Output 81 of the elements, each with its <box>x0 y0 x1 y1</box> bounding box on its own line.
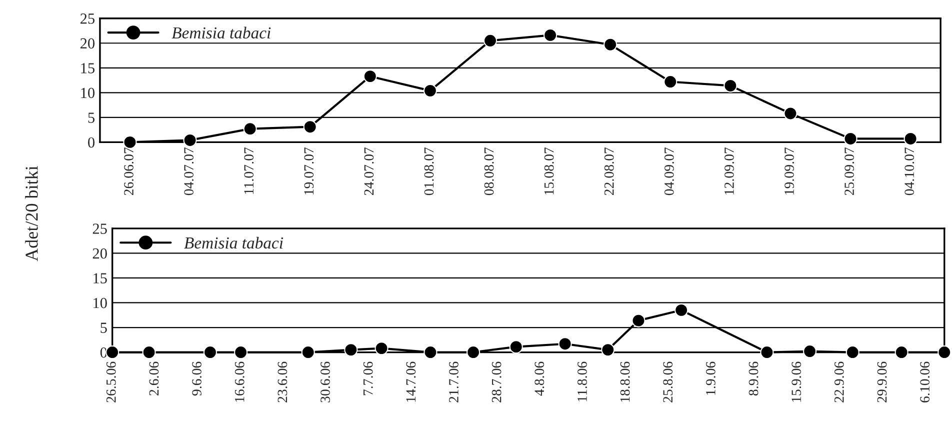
x-tick-label: 08.08.07 <box>484 147 494 196</box>
point <box>844 132 858 146</box>
y-tick-label: 15 <box>81 63 94 74</box>
y-tick-label: 10 <box>81 88 95 98</box>
y-axis-title: Adet/20 bitki <box>25 166 38 262</box>
point <box>632 314 646 328</box>
point <box>234 346 248 360</box>
x-tick-label: 1.9.06 <box>706 362 716 395</box>
point <box>846 346 860 360</box>
point <box>784 106 798 120</box>
point <box>604 38 618 52</box>
x-tick-label: 19.07.07 <box>304 147 314 194</box>
x-tick-label: 11.07.07 <box>244 147 254 194</box>
point <box>363 70 377 84</box>
point <box>894 346 908 360</box>
y-tick-label: 0 <box>88 137 95 148</box>
point <box>724 78 738 92</box>
x-tick-label: 26.5.06 <box>106 362 116 402</box>
x-tick-label: 04.10.07 <box>904 147 914 196</box>
y-tick-label: 5 <box>88 112 94 123</box>
y-tick-label: 15 <box>94 273 107 284</box>
point <box>483 34 498 48</box>
y-tick-label: 25 <box>80 14 94 24</box>
x-tick-label: 30.6.06 <box>320 362 330 402</box>
point <box>760 346 774 360</box>
x-tick-label: 19.09.07 <box>784 147 794 194</box>
x-tick-label: 11.8.06 <box>578 362 587 402</box>
x-tick-label: 26.06.07 <box>124 147 134 196</box>
point <box>423 84 437 98</box>
x-tick-label: 01.08.07 <box>424 147 434 196</box>
point <box>243 122 257 136</box>
x-tick-label: 9.6.06 <box>192 362 202 396</box>
point <box>674 303 688 317</box>
x-tick-label: 04.07.07 <box>184 147 194 196</box>
x-tick-label: 6.10.06 <box>920 362 930 402</box>
point <box>558 337 572 351</box>
point <box>803 344 817 358</box>
x-tick-label: 28.7.06 <box>492 362 502 402</box>
x-tick-label: 29.9.06 <box>877 362 887 402</box>
x-tick-label: 12.09.07 <box>724 147 734 194</box>
point <box>466 346 480 360</box>
point <box>544 28 558 42</box>
point <box>303 120 317 134</box>
x-tick-label: 15.08.07 <box>544 147 554 194</box>
y-tick-label: 5 <box>100 322 107 333</box>
x-tick-label: 15.9.06 <box>792 362 802 402</box>
x-tick-label: 24.07.07 <box>364 147 374 196</box>
x-tick-label: 25.8.06 <box>663 362 673 402</box>
x-tick-label: 18.8.06 <box>620 362 630 402</box>
point <box>183 133 197 147</box>
x-tick-label: 2.6.06 <box>149 362 159 396</box>
y-tick-label: 10 <box>94 298 107 308</box>
x-tick-label: 25.09.07 <box>844 147 854 196</box>
x-tick-label: 16.6.06 <box>234 362 244 402</box>
point <box>142 346 156 360</box>
legend-label: Bemisia tabaci <box>172 26 271 39</box>
y-tick-label: 25 <box>92 224 107 234</box>
y-tick-label: 20 <box>92 248 107 259</box>
point <box>123 135 137 149</box>
point <box>509 340 523 354</box>
point <box>904 132 918 146</box>
x-tick-label: 21.7.06 <box>449 362 458 402</box>
y-tick-label: 20 <box>80 38 95 49</box>
x-tick-label: 4.8.06 <box>534 362 544 396</box>
x-tick-label: 04.09.07 <box>664 147 674 196</box>
legend-label: Bemisia tabaci <box>184 236 284 249</box>
point <box>601 343 615 357</box>
point <box>424 346 438 360</box>
point <box>203 346 217 360</box>
x-tick-label: 7.7.06 <box>363 362 373 396</box>
x-tick-label: 14.7.06 <box>406 362 416 402</box>
point <box>664 74 678 89</box>
point <box>106 346 120 360</box>
x-tick-label: 22.9.06 <box>834 362 844 402</box>
x-tick-label: 8.9.06 <box>748 362 758 396</box>
point <box>938 346 952 360</box>
point <box>301 346 315 360</box>
x-tick-label: 22.08.07 <box>604 147 614 196</box>
x-tick-label: 23.6.06 <box>278 362 288 402</box>
point <box>374 342 388 356</box>
point <box>344 343 358 357</box>
